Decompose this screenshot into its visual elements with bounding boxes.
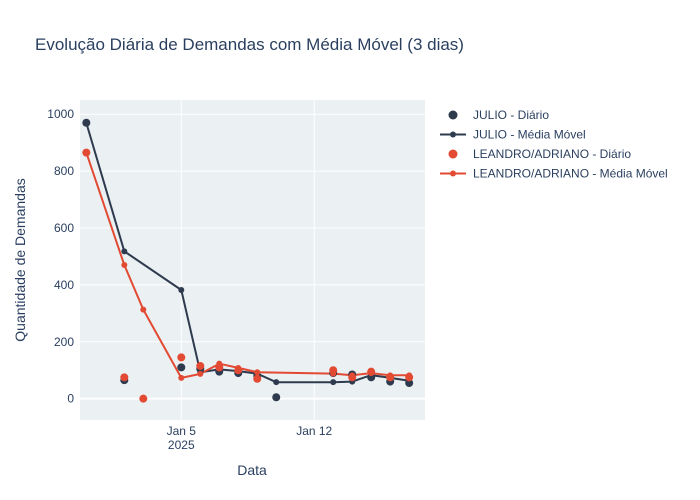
series-3-point-12 [406, 372, 413, 379]
series-3-point-5 [216, 360, 223, 367]
x-tick-sublabel: 2025 [168, 438, 195, 452]
y-tick-label: 1000 [47, 107, 74, 121]
series-0-point-7 [272, 393, 281, 402]
series-3-point-8 [330, 370, 337, 377]
legend: JULIO - Diário JULIO - Média Móvel LEANDRO… [440, 108, 668, 181]
series-3-point-10 [368, 370, 375, 377]
legend-marker-swatch [450, 170, 456, 177]
legend-marker-swatch [448, 149, 458, 159]
legend-label: JULIO - Média Móvel [473, 128, 586, 142]
x-axis-title: Data [237, 462, 267, 478]
series-3-point-6 [235, 364, 242, 371]
series-3-point-4 [197, 370, 204, 377]
legend-item[interactable]: LEANDRO/ADRIANO - Diário [448, 147, 632, 161]
series-2-point-7 [253, 374, 262, 383]
series-2-point-1 [120, 373, 129, 382]
chart-title: Evolução Diária de Demandas com Média Mó… [35, 35, 464, 54]
legend-marker-swatch [450, 131, 456, 138]
series-1-point-0 [83, 119, 90, 126]
series-0-point-2 [177, 363, 186, 372]
x-tick-label: Jan 5 [167, 424, 197, 438]
x-tick-label: Jan 12 [296, 424, 332, 438]
y-axis-ticks: 0 200 400 600 800 1000 [47, 107, 74, 405]
legend-marker-swatch [448, 110, 458, 120]
series-layer [82, 118, 414, 403]
legend-item[interactable]: JULIO - Diário [448, 108, 550, 122]
legend-label: LEANDRO/ADRIANO - Média Móvel [473, 167, 668, 181]
y-tick-label: 600 [54, 221, 74, 235]
series-2-point-2 [139, 394, 148, 403]
series-3-point-0 [83, 149, 90, 156]
series-3-point-2 [140, 306, 147, 313]
series-1-point-8 [330, 379, 337, 386]
y-tick-label: 0 [67, 392, 74, 406]
y-axis-title: Quantidade de Demandas [12, 178, 28, 341]
series-3-point-7 [254, 369, 261, 376]
series-3-point-3 [178, 374, 185, 381]
y-tick-label: 200 [54, 335, 74, 349]
series-2-point-4 [196, 361, 205, 370]
legend-label: LEANDRO/ADRIANO - Diário [473, 147, 631, 161]
legend-item[interactable]: JULIO - Média Móvel [440, 128, 586, 142]
legend-label: JULIO - Diário [473, 108, 549, 122]
legend-item[interactable]: LEANDRO/ADRIANO - Média Móvel [440, 167, 668, 181]
series-1-point-7 [273, 379, 280, 386]
y-tick-label: 400 [54, 278, 74, 292]
series-1-point-1 [121, 248, 128, 255]
series-3-point-1 [121, 261, 128, 268]
series-3-point-9 [349, 372, 356, 379]
series-2-point-3 [177, 353, 186, 362]
series-3-point-11 [387, 372, 394, 379]
series-1-point-2 [178, 287, 185, 294]
y-tick-label: 800 [54, 164, 74, 178]
